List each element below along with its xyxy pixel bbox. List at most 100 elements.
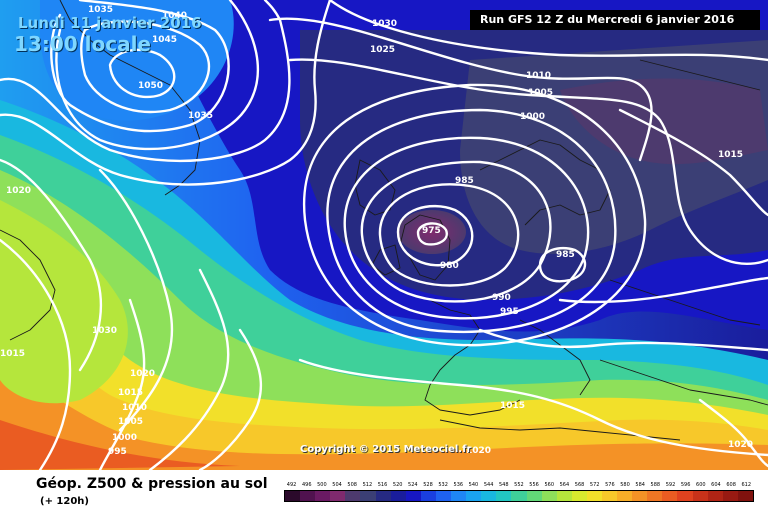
scale-color-cell [632,491,648,501]
pressure-label: 995 [500,307,519,317]
scale-tick-label: 548 [498,482,509,488]
pressure-label: 1035 [188,111,213,121]
scale-tick-label: 580 [620,482,630,488]
scale-color-cell [360,491,376,501]
pressure-label: 1020 [466,446,491,456]
scale-tick-label: 492 [286,482,297,488]
scale-color-cell [692,491,708,501]
scale-color-cell [481,491,497,501]
pressure-label: 1015 [118,388,143,398]
pressure-label: 1035 [88,5,113,15]
scale-tick-label: 596 [680,482,691,488]
scale-tick-label: 568 [574,482,585,488]
scale-tick-label: 524 [408,482,418,488]
scale-tick-label: 496 [301,482,312,488]
pressure-label: 1015 [500,401,525,411]
scale-color-cell [405,491,421,501]
pressure-label: 1045 [152,35,177,45]
scale-tick-label: 552 [514,482,524,488]
scale-tick-label: 608 [726,482,736,488]
scale-tick-label: 532 [438,482,448,488]
scale-tick-label: 508 [347,482,357,488]
weather-map: 1035 1040 1045 1050 1030 1025 1035 1010 … [0,0,768,470]
scale-tick-label: 500 [317,482,327,488]
scale-color-cell [345,491,361,501]
pressure-label: 1025 [370,45,395,55]
color-scale-cells [284,490,754,502]
scale-color-cell [466,491,482,501]
scale-tick-label: 576 [605,482,615,488]
legend-title: Géop. Z500 & pression au sol [36,476,268,492]
pressure-label: 1030 [92,326,117,336]
scale-tick-label: 588 [650,482,661,488]
pressure-label: 1030 [372,19,397,29]
z500-deep-orange-band [0,420,240,470]
scale-tick-label: 504 [332,482,342,488]
scale-tick-label: 600 [696,482,706,488]
scale-tick-label: 516 [377,482,388,488]
scale-color-cell [390,491,406,501]
scale-tick-label: 544 [483,482,494,488]
scale-tick-label: 592 [665,482,676,488]
scale-tick-label: 512 [362,482,373,488]
scale-tick-label: 560 [544,482,554,488]
scale-color-cell [647,491,663,501]
scale-color-cell [617,491,633,501]
pressure-label: 1000 [520,112,545,122]
pressure-label: 1020 [6,186,31,196]
scale-color-cell [300,491,316,501]
pressure-labels: 1035 1040 1045 1050 1030 1025 1035 1010 … [0,5,753,457]
pressure-label: 1040 [162,11,187,21]
pressure-label: 1005 [528,88,553,98]
scale-color-cell [722,491,738,501]
isobars [0,0,768,470]
map-canvas: 1035 1040 1045 1050 1030 1025 1035 1010 … [0,0,768,470]
pressure-label: 985 [556,250,575,260]
pressure-label: 975 [422,226,441,236]
color-scale-labels: 492 496 500 504 508 512 516 520 524 528 532 536 540 5… [284,480,754,490]
pressure-label: 985 [455,176,474,186]
pressure-label: 1015 [0,349,25,359]
legend-subtitle: (+ 120h) [40,496,89,507]
scale-color-cell [435,491,452,501]
forecast-time: 13:00 locale [14,32,151,56]
scale-tick-label: 556 [529,482,539,488]
scale-tick-label: 520 [392,482,403,488]
pressure-label: 1000 [112,433,137,443]
copyright-text: Copyright © 2015 Meteociel.fr [300,444,472,455]
scale-color-cell [571,491,587,501]
run-info: Run GFS 12 Z du Mercredi 6 janvier 2016 [470,10,760,30]
atlantic-ridge [0,200,128,404]
scale-tick-label: 572 [589,482,600,488]
pressure-label: 980 [440,261,459,271]
scale-color-cell [420,491,436,501]
legend-footer: Géop. Z500 & pression au sol (+ 120h) 49… [0,470,768,512]
scale-color-cell [496,491,512,501]
scale-color-cell [330,491,346,501]
z500-yellow-band [0,250,768,470]
color-scale: 492 496 500 504 508 512 516 520 524 528 532 536 540 5… [284,480,754,502]
scale-color-cell [285,491,301,501]
pressure-label: 1015 [718,150,743,160]
scale-tick-label: 540 [468,482,479,488]
scale-color-cell [541,491,557,501]
scale-tick-label: 564 [559,482,570,488]
scale-color-cell [586,491,602,501]
greenland-high [40,0,234,121]
pressure-label: 1010 [526,71,551,81]
scale-tick-label: 584 [635,482,645,488]
scale-tick-label: 604 [711,482,721,488]
scale-color-cell [451,491,467,501]
scale-tick-label: 528 [423,482,433,488]
z500-yelloworange-band [0,300,768,470]
scale-color-cell [677,491,693,501]
pressure-label: 1020 [130,369,155,379]
scale-color-cell [315,491,331,501]
scale-color-cell [737,491,753,501]
scale-color-cell [601,491,618,501]
scale-color-cell [662,491,678,501]
pressure-label: 1010 [122,403,147,413]
pressure-label: 990 [492,293,511,303]
pressure-label: 995 [108,447,127,457]
pressure-label: 1020 [728,440,753,450]
